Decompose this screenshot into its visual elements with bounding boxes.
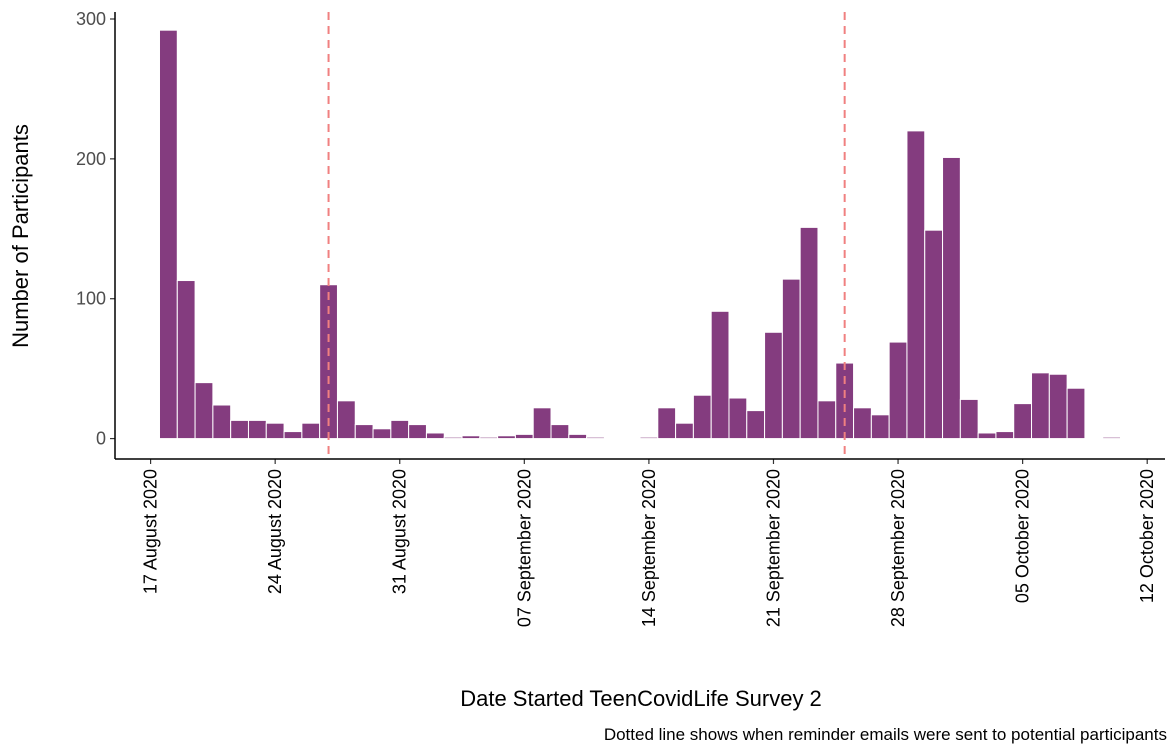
x-tick-label: 28 September 2020 [888, 469, 908, 627]
bar [977, 432, 997, 440]
y-tick-label: 0 [96, 429, 106, 449]
x-axis-title: Date Started TeenCovidLife Survey 2 [460, 686, 822, 711]
x-tick-label: 31 August 2020 [390, 469, 410, 594]
bar [212, 404, 232, 440]
x-tick-label: 12 October 2020 [1137, 469, 1157, 603]
bar [657, 407, 677, 440]
bar [550, 424, 570, 440]
bar [995, 431, 1015, 440]
bar [639, 436, 659, 440]
bar [1048, 373, 1068, 440]
bar [408, 424, 427, 440]
bar [336, 400, 356, 440]
bar [1013, 403, 1033, 440]
x-tick-label: 17 August 2020 [141, 469, 161, 594]
x-tick-label: 14 September 2020 [639, 469, 659, 627]
bar [853, 407, 872, 440]
bar [1102, 436, 1122, 440]
x-tick-label: 21 September 2020 [763, 469, 783, 627]
bar [514, 433, 534, 440]
y-tick-label: 100 [76, 289, 106, 309]
bar [710, 310, 730, 440]
bar [764, 331, 783, 440]
bar [959, 398, 979, 440]
bar [1066, 387, 1086, 440]
bar [443, 436, 463, 440]
bar [230, 419, 249, 440]
bar [586, 436, 605, 440]
bar [835, 362, 855, 440]
bar [888, 341, 908, 440]
x-tick-label: 05 October 2020 [1013, 469, 1033, 603]
bar [817, 400, 837, 440]
bar [176, 280, 196, 440]
bar [425, 432, 445, 440]
bar [692, 394, 712, 440]
bar [728, 397, 748, 440]
y-tick-label: 200 [76, 149, 106, 169]
y-axis-title: Number of Participants [8, 124, 33, 348]
bar [532, 407, 552, 440]
bar [799, 226, 819, 440]
bar [1031, 372, 1050, 440]
bar [942, 156, 961, 440]
bar [461, 435, 481, 440]
bar [746, 410, 766, 440]
y-tick-label: 300 [76, 9, 106, 29]
bar [390, 419, 410, 440]
caption: Dotted line shows when reminder emails w… [604, 725, 1167, 744]
bar [479, 436, 499, 440]
bar [194, 382, 214, 440]
bar [675, 422, 694, 440]
bar [247, 419, 267, 440]
bar [354, 424, 374, 440]
x-tick-label: 07 September 2020 [514, 469, 534, 627]
bar [781, 278, 801, 440]
bar [497, 435, 516, 440]
bar [265, 422, 285, 440]
bar [301, 422, 321, 440]
bar [870, 414, 890, 440]
bar [568, 433, 588, 440]
bar [924, 229, 944, 440]
x-tick-label: 24 August 2020 [265, 469, 285, 594]
bar [158, 29, 178, 440]
bar [372, 428, 392, 440]
bar [283, 431, 303, 440]
bar [906, 130, 926, 440]
